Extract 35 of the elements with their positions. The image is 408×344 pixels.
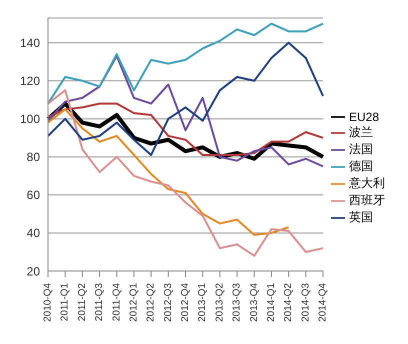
x-tick-label: 2013-Q3 (232, 282, 243, 322)
line-series (47, 108, 290, 236)
x-tick-label: 2011-Q3 (94, 282, 106, 322)
y-tick-label: 60 (26, 188, 40, 202)
legend-label: 波兰 (349, 125, 373, 140)
x-tick-label: 2011-Q2 (76, 282, 88, 322)
x-tick-label: 2014-Q4 (318, 282, 328, 322)
y-tick-label: 80 (26, 150, 40, 164)
line-series (47, 42, 324, 156)
x-tick-label: 2012-Q2 (146, 282, 157, 322)
x-tick-label: 2014-Q3 (300, 282, 312, 322)
x-tick-label: 2014-Q2 (283, 282, 294, 322)
y-tick-label: 140 (20, 36, 40, 50)
y-tick-label: 40 (26, 226, 40, 240)
x-tick-label: 2013-Q2 (214, 282, 226, 322)
x-tick-label: 2012-Q3 (162, 282, 174, 322)
x-tick-label: 2010-Q4 (42, 282, 54, 322)
x-tick-label: 2011-Q1 (60, 282, 71, 322)
legend-label: 英国 (349, 210, 373, 224)
x-tick-label: 2012-Q1 (128, 282, 140, 322)
y-tick-label: 100 (20, 112, 40, 126)
legend-label: 意大利 (349, 176, 385, 190)
legend-label: 法国 (349, 142, 373, 156)
legend-label: 西班牙 (349, 193, 385, 208)
x-tick-label: 2014-Q1 (266, 282, 277, 322)
x-tick-label: 2013-Q1 (197, 282, 208, 322)
legend-label: 德国 (349, 159, 373, 174)
y-tick-label: 20 (26, 264, 40, 278)
line-series (47, 89, 324, 257)
line-series (47, 55, 324, 168)
y-tick-label: 120 (20, 74, 40, 88)
x-tick-label: 2011-Q4 (111, 282, 122, 322)
x-tick-label: 2012-Q4 (180, 282, 191, 322)
legend-label: EU28 (349, 110, 380, 124)
x-tick-label: 2013-Q4 (248, 282, 260, 322)
